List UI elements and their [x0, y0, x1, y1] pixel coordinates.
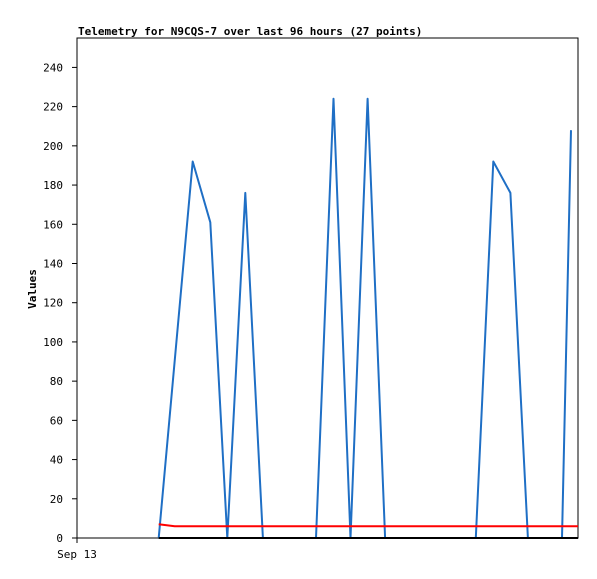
y-tick-label: 80 — [50, 375, 63, 388]
x-tick-label: Sep 13 — [57, 548, 97, 561]
series-group — [157, 97, 578, 539]
y-tick-label: 120 — [43, 297, 63, 310]
y-tick-label: 60 — [50, 414, 63, 427]
series-line-red — [158, 523, 578, 528]
y-tick-label: 220 — [43, 101, 63, 114]
chart-title: Telemetry for N9CQS-7 over last 96 hours… — [78, 25, 422, 38]
y-tick-label: 180 — [43, 179, 63, 192]
y-tick-label: 0 — [56, 532, 63, 545]
x-axis: Sep 13 — [57, 538, 97, 561]
y-tick-label: 140 — [43, 257, 63, 270]
y-tick-label: 200 — [43, 140, 63, 153]
plot-area — [76, 37, 579, 539]
y-tick-label: 20 — [50, 493, 63, 506]
y-tick-label: 240 — [43, 61, 63, 74]
y-tick-label: 40 — [50, 454, 63, 467]
y-tick-label: 160 — [43, 218, 63, 231]
y-axis-label: Values — [26, 269, 39, 309]
y-axis: 0 20 40 60 80 100 120 140 160 180 200 220 240 — [43, 61, 77, 545]
series-line-blue — [157, 97, 572, 539]
y-tick-label: 100 — [43, 336, 63, 349]
